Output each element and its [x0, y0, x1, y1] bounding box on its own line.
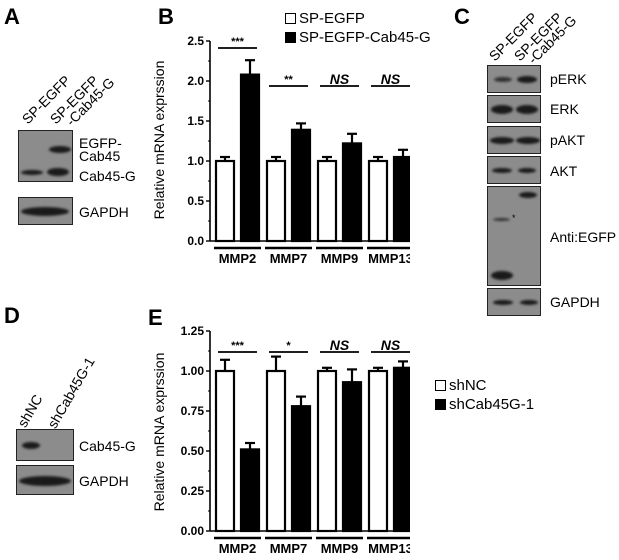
bar-mmp2-1: [239, 448, 261, 533]
significance-label: NS: [330, 337, 350, 353]
lane-label-shcab45g-1: shCab45G-1: [44, 354, 98, 431]
significance-label: NS: [330, 71, 350, 87]
y-tick-label: 1.00: [181, 364, 205, 378]
significance-label: NS: [381, 337, 401, 353]
chart-e: Relative mRNA exprssion 0.00 0.25 0.50 0.75…: [151, 324, 410, 556]
significance-label: ***: [231, 36, 245, 48]
y-tick-label: 2.0: [187, 74, 204, 88]
significance-label: ***: [231, 340, 245, 352]
panel-d-letter: D: [4, 303, 20, 328]
label-gapdh-d: GAPDH: [79, 473, 129, 489]
blot-c-akt: [487, 156, 541, 184]
panel-c-letter: C: [454, 4, 470, 29]
label-egfp: EGFP-: [79, 135, 122, 151]
bar-mmp2-1: [239, 73, 261, 243]
blot-c-anti-egfp: *: [487, 186, 541, 286]
bar-mmp9-1: [341, 381, 363, 533]
blot-c-erk: [487, 95, 541, 123]
bar-mmp9-0: [316, 369, 338, 533]
x-tick-label: MMP9: [321, 541, 359, 556]
x-tick-label: MMP2: [219, 541, 257, 556]
y-tick-label: 0.75: [181, 404, 205, 418]
asterisk-nonspecific: *: [512, 213, 516, 223]
legend-swatch-white: [285, 13, 296, 24]
lane-label-shnc: shNC: [14, 391, 46, 430]
y-tick-label: 1.5: [187, 114, 204, 128]
blot-a-gapdh: [18, 197, 73, 225]
significance-label: NS: [381, 71, 401, 87]
bar-mmp2-0: [214, 369, 236, 533]
y-tick-label: 2.5: [187, 34, 204, 48]
legend-item-shnc: shNC: [435, 376, 534, 395]
band: [21, 170, 43, 175]
blot-c-perk: [487, 65, 541, 93]
bar-mmp9-0: [316, 159, 338, 243]
x-tick-label: MMP13: [368, 541, 410, 556]
panel-e-letter: E: [148, 305, 163, 330]
y-tick-label: 0.5: [187, 194, 204, 208]
label-pakt: pAKT: [550, 132, 586, 148]
legend-swatch-white: [435, 380, 446, 391]
y-tick-label: 0.00: [181, 524, 205, 538]
y-tick-label: 0.25: [181, 484, 205, 498]
bar-mmp13-1: [392, 155, 410, 243]
blot-d-gapdh: [16, 465, 74, 495]
bar-mmp13-0: [367, 159, 389, 243]
legend-item-sp-egfp-cab45g: SP-EGFP-Cab45-G: [285, 28, 431, 47]
legend-swatch-black: [285, 32, 296, 43]
band: [47, 168, 69, 176]
legend-swatch-black: [435, 399, 446, 410]
panel-b-letter: B: [158, 4, 174, 29]
blot-d-cab45g: [16, 429, 74, 461]
bar-mmp2-0: [214, 159, 236, 243]
y-tick-label: 0.0: [187, 234, 204, 248]
x-tick-label: MMP7: [270, 541, 308, 556]
label-perk: pERK: [550, 71, 587, 87]
chart-e-bars: MMP2 *** MMP7 * MMP9 NS MMP13 NS: [214, 337, 410, 556]
y-tick-label: 0.50: [181, 444, 205, 458]
bar-mmp13-0: [367, 369, 389, 533]
bar-mmp13-1: [392, 366, 410, 533]
label-erk: ERK: [550, 101, 579, 117]
label-gapdh-a: GAPDH: [79, 204, 129, 220]
chart-b-bars: MMP2 *** MMP7 ** MMP9 NS MMP13 NS: [214, 36, 410, 266]
chart-b-ylabel: Relative mRNA exprssion: [151, 61, 167, 220]
legend-item-sp-egfp: SP-EGFP: [285, 9, 431, 28]
legend-item-shcab45g-1: shCab45G-1: [435, 395, 534, 414]
chart-e-ylabel: Relative mRNA exprssion: [151, 353, 167, 512]
bar-mmp9-1: [341, 142, 363, 243]
band: [21, 207, 69, 216]
blot-c-gapdh: [487, 288, 541, 316]
label-akt: AKT: [550, 163, 578, 179]
legend-e: shNC shCab45G-1: [435, 376, 534, 414]
y-tick-label: 1.0: [187, 154, 204, 168]
x-tick-label: MMP7: [270, 251, 308, 266]
panel-a-letter: A: [4, 4, 20, 29]
blot-c-pakt: [487, 126, 541, 154]
x-tick-label: MMP13: [368, 251, 410, 266]
label-cab45-g-d: Cab45-G: [79, 438, 136, 454]
x-tick-label: MMP9: [321, 251, 359, 266]
label-anti-egfp: Anti:EGFP: [550, 229, 617, 245]
x-tick-label: MMP2: [219, 251, 257, 266]
bar-mmp7-1: [290, 405, 312, 533]
significance-label: *: [286, 340, 291, 352]
legend-b: SP-EGFP SP-EGFP-Cab45-G: [285, 9, 431, 47]
bar-mmp7-0: [265, 369, 287, 533]
bar-mmp7-0: [265, 159, 287, 243]
band: [49, 146, 71, 153]
label-gapdh-c: GAPDH: [550, 294, 600, 310]
significance-label: **: [284, 74, 293, 86]
chart-b: Relative mRNA exprssion 0.0 0.5 1.0 1.5 2.0 2…: [151, 34, 410, 266]
y-tick-label: 1.25: [181, 324, 205, 338]
blot-a-cab45: [18, 130, 73, 182]
label-cab45-g: Cab45-G: [79, 168, 136, 184]
label-cab45: Cab45: [79, 148, 121, 164]
bar-mmp7-1: [290, 128, 312, 243]
